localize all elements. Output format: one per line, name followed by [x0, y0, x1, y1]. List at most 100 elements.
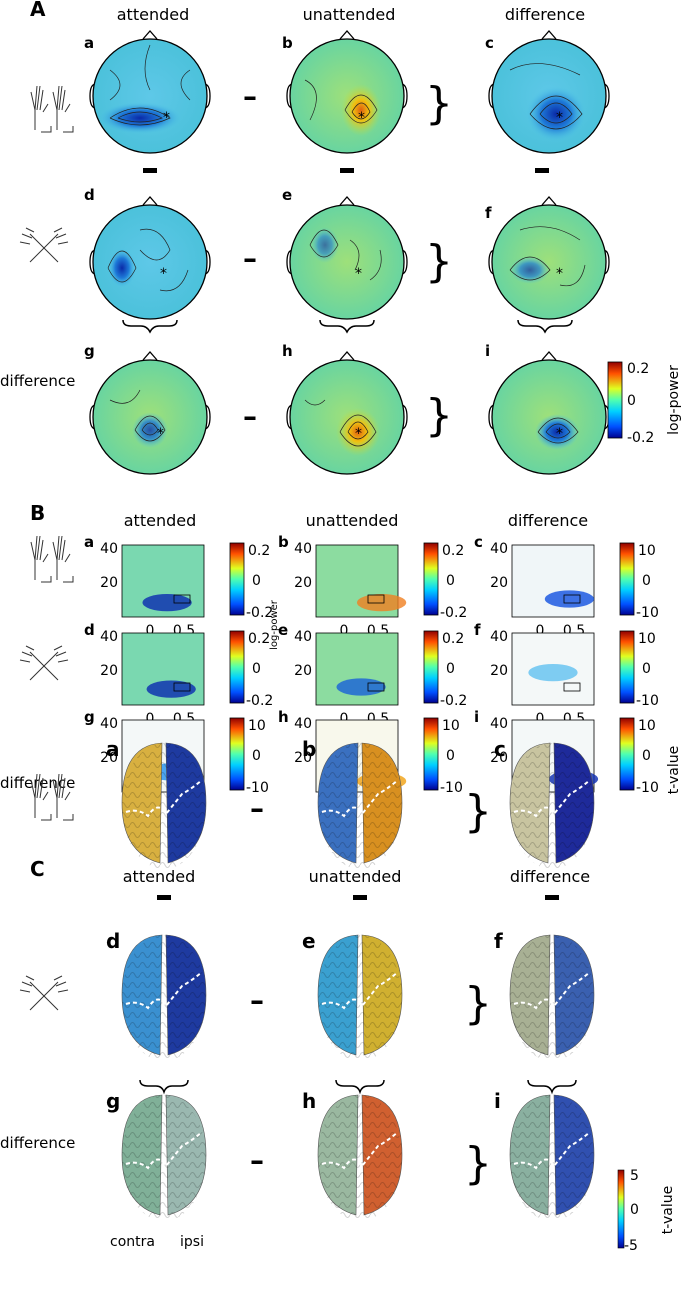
x-tick-0: 0 — [536, 623, 545, 639]
C-minus-1: – — [250, 792, 264, 825]
y-tick-40: 40 — [100, 541, 118, 557]
C-row-label-difference: difference — [0, 1134, 75, 1152]
C-brain-grid: a b c d e f g h i –} –} –} — [106, 737, 595, 1221]
y-tick-20: 20 — [490, 750, 508, 766]
C-col-title-attended: attended — [123, 867, 196, 886]
brain-e: e — [302, 929, 403, 1061]
tf-cbar-mid: 0 — [446, 661, 455, 677]
tf-colorbar — [229, 542, 245, 616]
svg-text:*: * — [355, 426, 362, 442]
tf-roi-box — [563, 594, 581, 604]
tf-cbar-min: -10 — [636, 780, 659, 796]
tf-cbar-mid: 0 — [642, 661, 651, 677]
topo-f: f * — [485, 196, 610, 320]
tf-roi-box — [367, 682, 385, 692]
C-sub-b: b — [302, 737, 316, 761]
topo-a: a * — [84, 30, 211, 154]
central-sulcus-line — [321, 779, 399, 818]
central-sulcus-line — [321, 971, 399, 1010]
C-label-contra: contra — [110, 1234, 155, 1250]
A-brace-1: } — [425, 78, 453, 129]
A-underbrace-3 — [517, 319, 573, 334]
tf-cbar-max: 10 — [638, 543, 656, 559]
C-sub-e: e — [302, 929, 316, 953]
B-col-title-difference: difference — [508, 511, 588, 530]
A-sub-g: g — [84, 342, 95, 360]
topo-h: h * — [282, 342, 408, 475]
x-tick-0: 0 — [340, 623, 349, 639]
x-tick-0: 0 — [146, 711, 155, 727]
tf-roi-box — [173, 594, 191, 604]
y-tick-20: 20 — [294, 750, 312, 766]
svg-text:*: * — [160, 266, 167, 282]
tf-effect-blob — [528, 663, 578, 682]
y-tick-20: 20 — [490, 663, 508, 679]
y-tick-20: 20 — [100, 575, 118, 591]
C-cbar-max: 5 — [630, 1168, 639, 1184]
A-cbar-max: 0.2 — [627, 361, 649, 377]
gyri-texture — [318, 1095, 402, 1221]
hands-crossed-icon — [19, 227, 69, 263]
C-sub-g: g — [106, 1089, 120, 1113]
A-sub-d: d — [84, 186, 95, 204]
hands-upright-icon-C — [30, 773, 74, 821]
panel-A-label: A — [30, 0, 46, 21]
C-brace-2: } — [464, 978, 492, 1029]
C-underbrace-1 — [139, 1079, 189, 1095]
A-brace-2: } — [425, 236, 453, 287]
gyri-texture — [122, 743, 206, 869]
A-row-label-difference: difference — [0, 372, 75, 390]
x-tick-0: 0 — [146, 623, 155, 639]
A-underbrace-1 — [122, 319, 178, 334]
y-tick-20: 20 — [294, 663, 312, 679]
A-sub-a: a — [84, 34, 94, 52]
tf-cbar-mid: 0 — [252, 573, 261, 589]
A-minus-v1 — [143, 168, 157, 173]
y-tick-40: 40 — [100, 629, 118, 645]
tf-colorbar — [619, 542, 635, 616]
B-col-title-unattended: unattended — [306, 511, 399, 530]
C-minus-v2 — [353, 895, 367, 900]
y-tick-20: 20 — [490, 575, 508, 591]
tf-colorbar — [423, 717, 439, 791]
tf-colorbar — [229, 717, 245, 791]
tf-cbar-mid: 0 — [252, 661, 261, 677]
svg-text:*: * — [358, 110, 365, 126]
y-tick-40: 40 — [294, 541, 312, 557]
topo-b: b * — [282, 30, 408, 154]
y-tick-20: 20 — [294, 575, 312, 591]
tf-cbar-max: 10 — [248, 718, 266, 734]
B-row-label-difference: difference — [0, 774, 75, 792]
hands-crossed-icon-B — [19, 645, 69, 681]
gyri-texture — [510, 743, 594, 869]
brain-b: b — [302, 737, 403, 869]
brain-d: d — [106, 929, 207, 1061]
tf-colorbar — [229, 630, 245, 704]
tf-cbar-max: 10 — [638, 718, 656, 734]
topo-g: g * — [84, 342, 211, 475]
A-brace-3: } — [425, 390, 453, 441]
C-sub-h: h — [302, 1089, 316, 1113]
C-cbar-label: t-value — [660, 1186, 676, 1234]
C-sub-d: d — [106, 929, 120, 953]
C-sub-c: c — [494, 737, 506, 761]
svg-text:*: * — [355, 266, 362, 282]
tf-cbar-mid: 0 — [642, 748, 651, 764]
A-sub-f: f — [485, 204, 492, 222]
B-sub-e: e — [278, 621, 288, 639]
A-sub-c: c — [485, 34, 494, 52]
y-tick-40: 40 — [294, 716, 312, 732]
C-sub-i: i — [494, 1089, 501, 1113]
B-ylabel-power: log-power — [269, 599, 280, 650]
y-tick-40: 40 — [100, 716, 118, 732]
C-cbar-min: -5 — [624, 1238, 638, 1254]
tf-effect-blob — [357, 593, 407, 612]
A-minus-v2 — [340, 168, 354, 173]
C-underbrace-2 — [335, 1079, 385, 1095]
B-sub-f: f — [474, 621, 481, 639]
central-sulcus-line — [513, 779, 591, 818]
